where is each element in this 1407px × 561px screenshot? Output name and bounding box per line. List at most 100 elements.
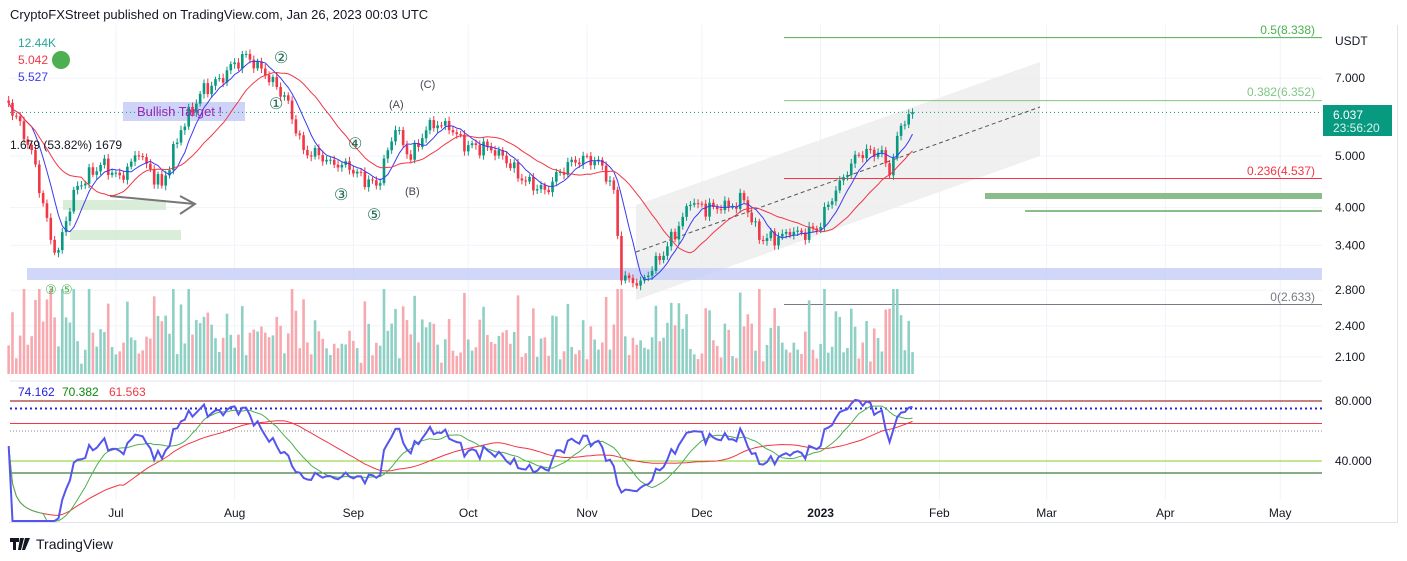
candle-body — [87, 167, 91, 184]
candle-body — [237, 62, 240, 69]
volume-bar — [218, 351, 221, 374]
volume-bar — [317, 331, 321, 374]
volume-bar — [612, 324, 616, 374]
ma-slow-line — [8, 71, 913, 254]
y-tick-label: 2.800 — [1335, 283, 1365, 297]
volume-bar — [271, 335, 275, 374]
candle-body — [646, 275, 650, 278]
candle-body — [352, 169, 355, 174]
volume-bar — [302, 299, 305, 374]
candle-body — [689, 204, 692, 207]
candle-body — [880, 150, 884, 153]
volume-bar — [126, 301, 129, 374]
volume-bar — [746, 314, 750, 374]
volume-bar — [566, 303, 570, 374]
volume-bar — [76, 341, 79, 374]
volume-bar — [895, 289, 899, 374]
volume-bar — [497, 335, 501, 374]
volume-bar — [807, 300, 811, 374]
candle-body — [191, 106, 194, 113]
volume-bar — [727, 329, 730, 374]
candle-body — [558, 171, 562, 173]
volume-bar — [11, 312, 14, 374]
candle-body — [164, 175, 167, 186]
volume-bar — [509, 343, 512, 374]
candle-body — [616, 189, 619, 236]
rsi-y-tick-label: 80.000 — [1335, 394, 1372, 408]
volume-bar — [486, 334, 489, 374]
legend-ma-slow: 5.042 — [18, 53, 48, 67]
volume-bar — [179, 304, 183, 374]
candle-body — [555, 172, 558, 182]
candle-body — [826, 204, 830, 207]
candle-body — [317, 148, 321, 156]
grid — [10, 25, 1322, 500]
volume-bar — [455, 355, 459, 374]
volume-bar — [830, 346, 834, 374]
volume-bar — [309, 354, 313, 374]
candle-body — [528, 176, 531, 182]
volume-bar — [493, 343, 497, 374]
volume-bar — [876, 338, 880, 374]
volume-bar — [332, 343, 336, 374]
regression-channel — [636, 62, 1040, 300]
candle-body — [114, 172, 118, 174]
volume-bar — [306, 342, 309, 374]
candle-body — [160, 174, 164, 186]
candle-body — [302, 135, 305, 151]
volume-bar — [118, 351, 122, 374]
volume-bar — [413, 295, 416, 374]
candle-body — [313, 148, 317, 157]
volume-bar — [750, 323, 753, 374]
candle-body — [509, 163, 512, 169]
volume-bar — [378, 345, 382, 374]
volume-bar — [141, 350, 145, 374]
candle-body — [283, 95, 286, 97]
volume-bar — [95, 346, 99, 374]
volume-bar — [892, 289, 895, 374]
volume-bar — [811, 349, 815, 374]
volume-bar — [156, 315, 160, 374]
candle-body — [367, 179, 370, 188]
volume-bar — [842, 352, 845, 374]
volume-bar — [516, 295, 520, 374]
candle-body — [428, 120, 432, 131]
candle-body — [378, 183, 382, 186]
bullish-target-box — [123, 102, 245, 121]
wave-4: ④ — [348, 136, 362, 153]
candle-body — [459, 134, 462, 136]
volume-bar — [823, 289, 826, 374]
volume-bar — [401, 306, 405, 374]
volume-bar — [99, 329, 102, 374]
tradingview-logo[interactable]: TradingView — [10, 536, 113, 552]
candle-body — [895, 135, 899, 159]
arrow-head-icon — [179, 195, 197, 215]
volume-bar — [466, 339, 470, 374]
volume-bar — [846, 347, 849, 374]
candle-body — [677, 226, 681, 240]
volume-bar — [352, 340, 355, 374]
volume-bar — [41, 321, 45, 374]
status-dot-icon[interactable] — [52, 51, 70, 69]
volume-bar — [30, 336, 33, 374]
candle-body — [325, 159, 328, 162]
candle-body — [692, 203, 696, 205]
x-tick-label: 2023 — [807, 506, 834, 520]
volume-bar — [122, 342, 125, 374]
volume-bar — [570, 346, 573, 374]
candle-body — [907, 114, 911, 125]
fib-label-0.236: 0.236(4.537) — [1247, 164, 1315, 178]
volume-bar — [761, 361, 765, 374]
candle-body — [754, 221, 757, 223]
candle-body — [348, 161, 351, 170]
candle-body — [807, 226, 811, 240]
volume-bar — [160, 321, 164, 374]
volume-bar — [440, 362, 443, 374]
candle-body — [838, 180, 842, 191]
volume-bar — [857, 358, 861, 374]
volume-bar — [103, 332, 106, 374]
volume-bar — [532, 308, 535, 374]
wave-C: (C) — [420, 79, 435, 91]
ma-fast-line — [8, 60, 913, 281]
